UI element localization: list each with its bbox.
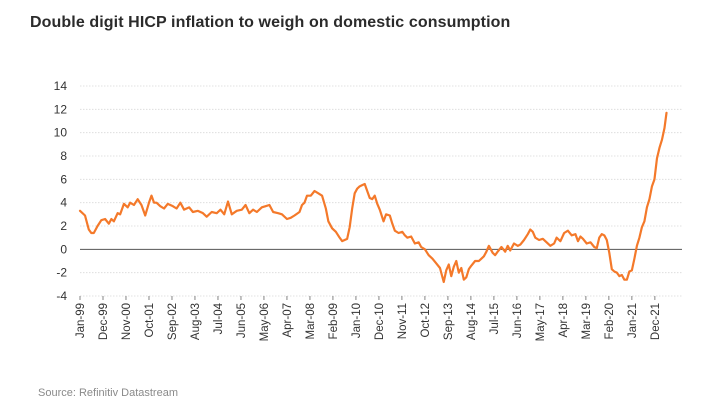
chart-title: Double digit HICP inflation to weigh on … <box>30 14 511 31</box>
x-tick-label: Jul-15 <box>489 303 501 334</box>
y-axis-ticks: -4 -2 0 2 4 6 8 10 12 14 <box>54 79 68 303</box>
x-axis-ticks: Jan-99 Dec-99 Nov-00 Oct-01 Sep-02 Aug-03 Jul-… <box>75 296 662 341</box>
x-tick-label: Jan-99 <box>75 303 87 338</box>
x-tick-label: Sep-13 <box>443 303 455 340</box>
x-tick-label: Dec-10 <box>374 303 386 340</box>
x-tick-label: Feb-09 <box>328 303 340 339</box>
x-tick-label: Aug-03 <box>190 303 202 340</box>
y-tick-label: 2 <box>60 219 67 233</box>
hicp-inflation-line <box>78 111 668 284</box>
y-tick-label: -2 <box>56 266 67 280</box>
x-tick-label: Dec-21 <box>650 303 662 340</box>
x-tick-label: Oct-12 <box>420 303 432 338</box>
y-tick-label: 4 <box>60 196 67 210</box>
x-tick-label: Apr-18 <box>558 303 570 338</box>
y-tick-label: -4 <box>56 289 67 303</box>
x-tick-label: Nov-00 <box>121 303 133 340</box>
x-tick-label: Apr-07 <box>282 303 294 338</box>
x-tick-label: Jan-21 <box>627 303 639 338</box>
y-tick-label: 14 <box>54 79 68 93</box>
x-tick-label: Aug-14 <box>466 302 478 340</box>
x-tick-label: Oct-01 <box>144 303 156 338</box>
x-tick-label: Nov-11 <box>397 303 409 339</box>
x-tick-label: Dec-99 <box>98 303 110 340</box>
x-tick-label: Sep-02 <box>167 303 179 340</box>
x-tick-label: Mar-08 <box>305 303 317 339</box>
x-tick-label: Mar-19 <box>581 303 593 339</box>
x-tick-label: Jun-05 <box>236 303 248 338</box>
source-note: Source: Refinitiv Datastream <box>38 387 178 399</box>
x-tick-label: Jun-16 <box>512 303 524 338</box>
gridlines <box>80 85 682 297</box>
x-tick-label: Feb-20 <box>604 303 616 339</box>
x-tick-label: May-06 <box>259 303 271 341</box>
y-tick-label: 8 <box>60 149 67 163</box>
y-tick-label: 6 <box>60 172 67 186</box>
y-tick-label: 12 <box>54 102 68 116</box>
x-tick-label: May-17 <box>535 303 547 341</box>
y-tick-label: 10 <box>54 126 68 140</box>
y-tick-label: 0 <box>60 242 67 256</box>
x-tick-label: Jan-10 <box>351 303 363 338</box>
x-tick-label: Jul-04 <box>213 302 225 334</box>
